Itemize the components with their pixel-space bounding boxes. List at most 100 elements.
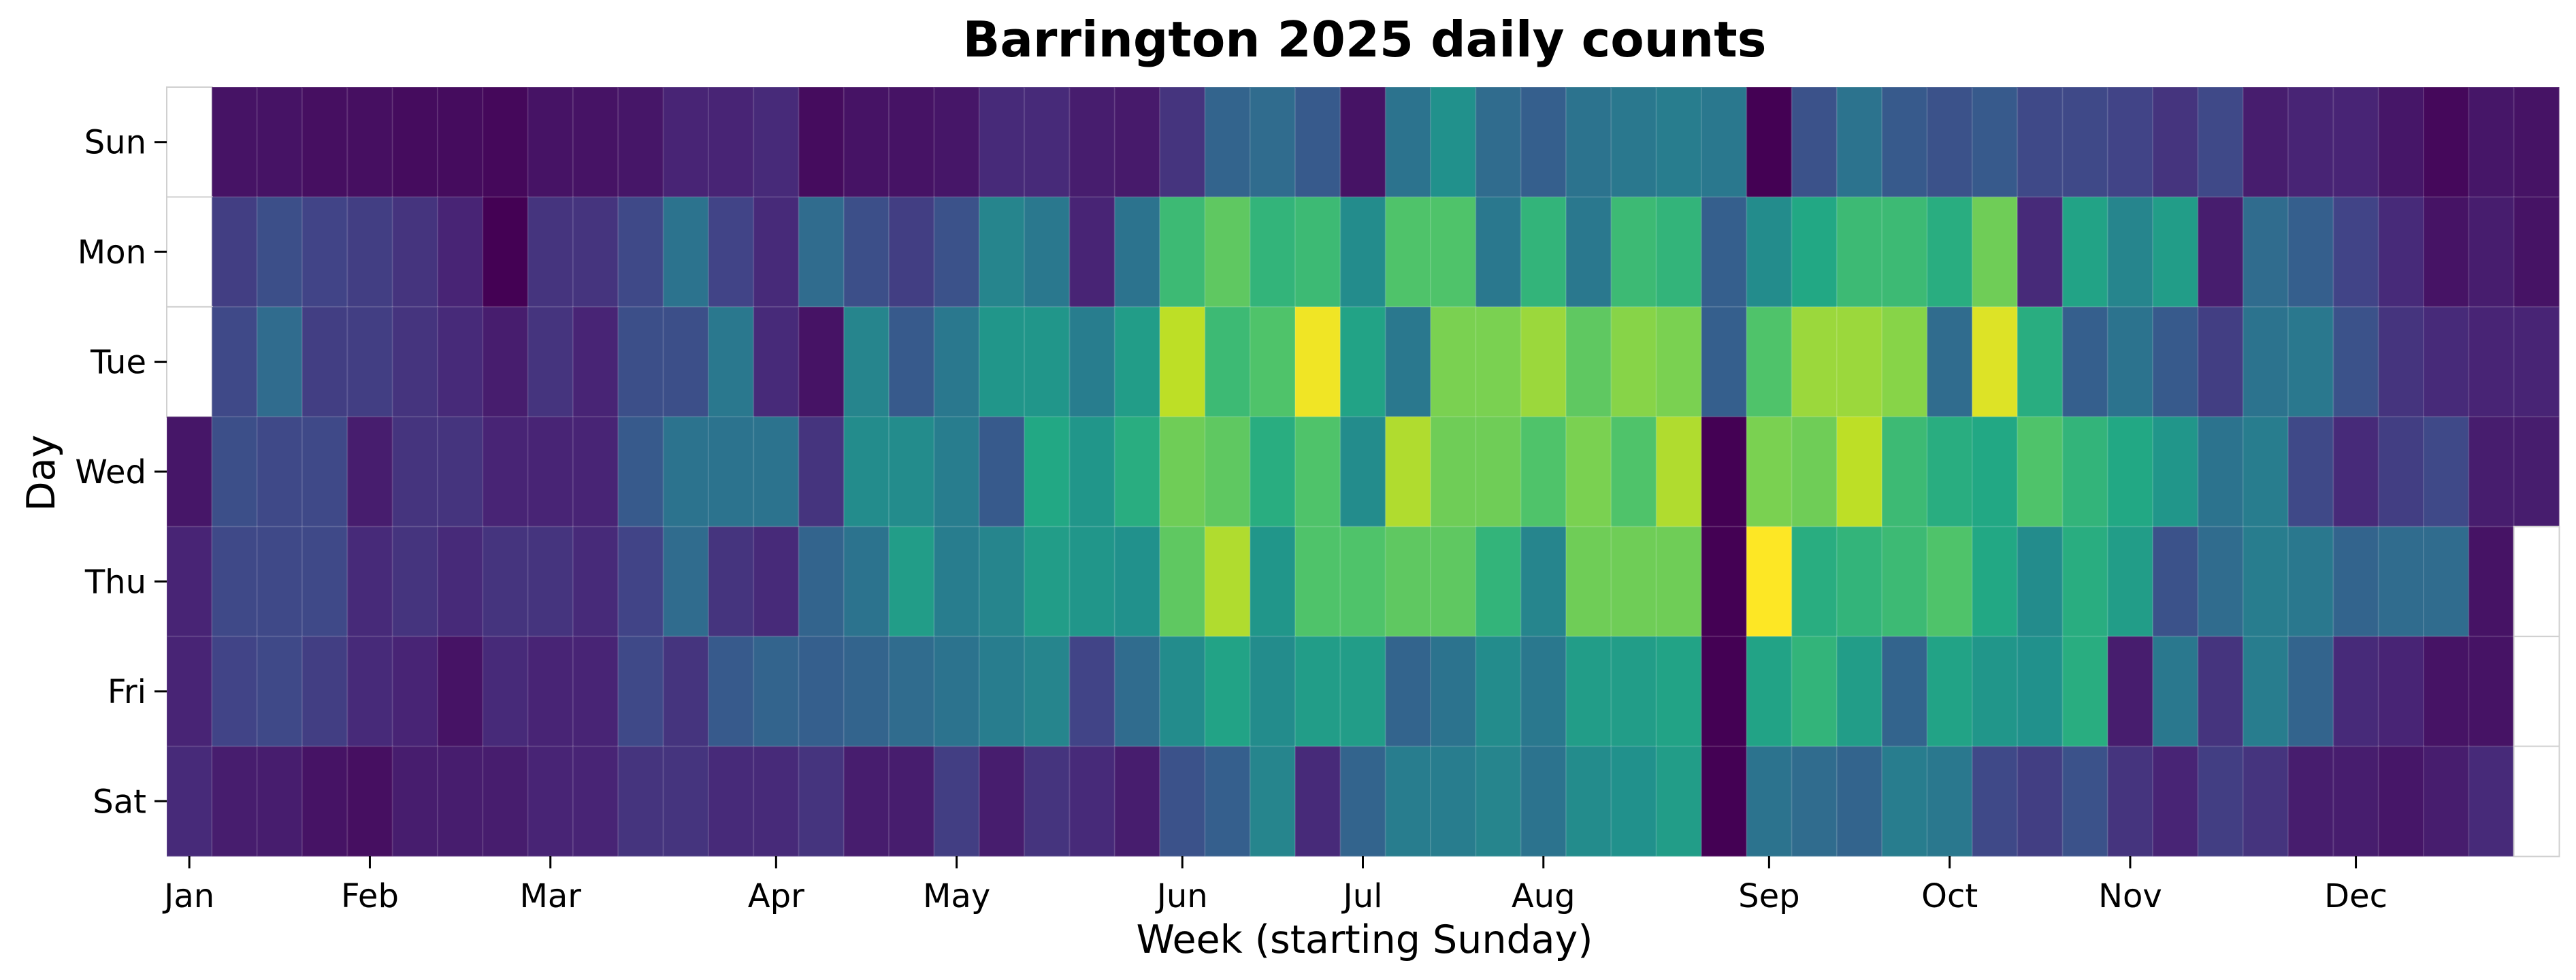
heatmap-cell: [211, 636, 259, 748]
y-axis-ticks: Sun Mon Tue Wed Thu Fri Sat: [75, 124, 167, 821]
heatmap-cell: [2468, 525, 2515, 638]
heatmap-cell: [2377, 86, 2425, 198]
x-tick-label: Apr: [748, 877, 804, 915]
heatmap-cell: [1610, 416, 1658, 528]
heatmap-cell: [1113, 636, 1161, 748]
heatmap-cell: [1069, 306, 1116, 418]
heatmap-cell: [978, 306, 1026, 418]
heatmap-cell: [1700, 525, 1748, 638]
heatmap-cell: [1475, 745, 1522, 858]
heatmap-cell: [1204, 196, 1252, 308]
heatmap-cell: [1971, 306, 2019, 418]
heatmap-cell: [436, 196, 484, 308]
heatmap-cell: [1249, 636, 1297, 748]
heatmap-cell: [1926, 196, 1974, 308]
heatmap-cell: [1204, 636, 1252, 748]
heatmap-cell: [1971, 636, 2019, 748]
heatmap-cell: [2423, 745, 2470, 858]
heatmap-cell: [1791, 745, 1838, 858]
heatmap-cell: [482, 745, 529, 858]
heatmap-cell: [2017, 196, 2064, 308]
heatmap-cell: [933, 196, 981, 308]
heatmap-cell: [1610, 86, 1658, 198]
x-tick-label: Dec: [2324, 877, 2387, 915]
heatmap-cell: [798, 306, 845, 418]
heatmap-cell: [211, 306, 259, 418]
heatmap-cell: [1565, 636, 1612, 748]
heatmap-cell: [843, 306, 890, 418]
heatmap-cell: [1159, 636, 1206, 748]
x-tick-label: Jan: [162, 877, 214, 915]
heatmap-cell: [1249, 416, 1297, 528]
heatmap-cell: [798, 416, 845, 528]
heatmap-cell: [2152, 525, 2199, 638]
heatmap-cell: [1655, 306, 1703, 418]
heatmap-cell: [2106, 525, 2154, 638]
heatmap-cell: [1971, 525, 2019, 638]
heatmap-cell: [2061, 86, 2109, 198]
heatmap-cell: [978, 745, 1026, 858]
heatmap-cell: [617, 525, 665, 638]
heatmap-cell: [662, 745, 710, 858]
heatmap-cell: [1746, 306, 1793, 418]
heatmap-cell: [617, 196, 665, 308]
heatmap-cell: [888, 636, 935, 748]
heatmap-cell: [572, 306, 619, 418]
heatmap-cell: [2152, 745, 2199, 858]
heatmap-cell: [166, 745, 213, 858]
heatmap-cell: [346, 636, 394, 748]
heatmap-cell: [527, 306, 574, 418]
heatmap-cell: [662, 196, 710, 308]
heatmap-cell: [1294, 306, 1341, 418]
heatmap-cell: [1024, 306, 1071, 418]
heatmap-cell: [2152, 636, 2199, 748]
heatmap-cell: [301, 745, 348, 858]
heatmap-cell: [1024, 525, 1071, 638]
heatmap-cell: [1836, 745, 1883, 858]
heatmap-cell: [436, 636, 484, 748]
heatmap-cell: [2242, 306, 2289, 418]
heatmap-cell: [1881, 745, 1929, 858]
heatmap-cell: [1971, 745, 2019, 858]
heatmap-cell: [1700, 196, 1748, 308]
heatmap-cell: [482, 525, 529, 638]
heatmap-cell: [933, 416, 981, 528]
heatmap-cell: [1113, 306, 1161, 418]
heatmap-cell: [1294, 525, 1341, 638]
heatmap-cell: [978, 636, 1026, 748]
y-tick-label: Wed: [75, 453, 146, 491]
heatmap-cell: [1791, 525, 1838, 638]
heatmap-cell: [2332, 416, 2380, 528]
heatmap-cell: [211, 196, 259, 308]
heatmap-cell: [1520, 306, 1567, 418]
heatmap-cell: [2287, 416, 2334, 528]
heatmap-cell: [662, 636, 710, 748]
heatmap-cell: [2106, 86, 2154, 198]
heatmap-cell: [2197, 636, 2245, 748]
heatmap-cell: [1926, 86, 1974, 198]
heatmap-cell: [888, 416, 935, 528]
heatmap-cell: [1113, 86, 1161, 198]
heatmap-cell: [1836, 306, 1883, 418]
heatmap-cell: [1294, 636, 1341, 748]
heatmap-cell: [978, 86, 1026, 198]
heatmap-cell: [1655, 416, 1703, 528]
heatmap-cell: [1475, 196, 1522, 308]
heatmap-cell: [2106, 196, 2154, 308]
heatmap-cell: [1791, 636, 1838, 748]
heatmap-cell: [1746, 745, 1793, 858]
heatmap-cell: [1024, 196, 1071, 308]
heatmap-cell: [1294, 86, 1341, 198]
heatmap-cell: [572, 86, 619, 198]
heatmap-cell: [2197, 306, 2245, 418]
heatmap-cell: [843, 196, 890, 308]
heatmap-cell: [798, 86, 845, 198]
heatmap-cell: [301, 196, 348, 308]
heatmap-cell: [933, 745, 981, 858]
heatmap-cell: [2106, 306, 2154, 418]
heatmap-cell: [1520, 416, 1567, 528]
heatmap-cell: [798, 196, 845, 308]
heatmap-cell: [1249, 86, 1297, 198]
heatmap-cell: [888, 306, 935, 418]
heatmap-cell: [1249, 745, 1297, 858]
